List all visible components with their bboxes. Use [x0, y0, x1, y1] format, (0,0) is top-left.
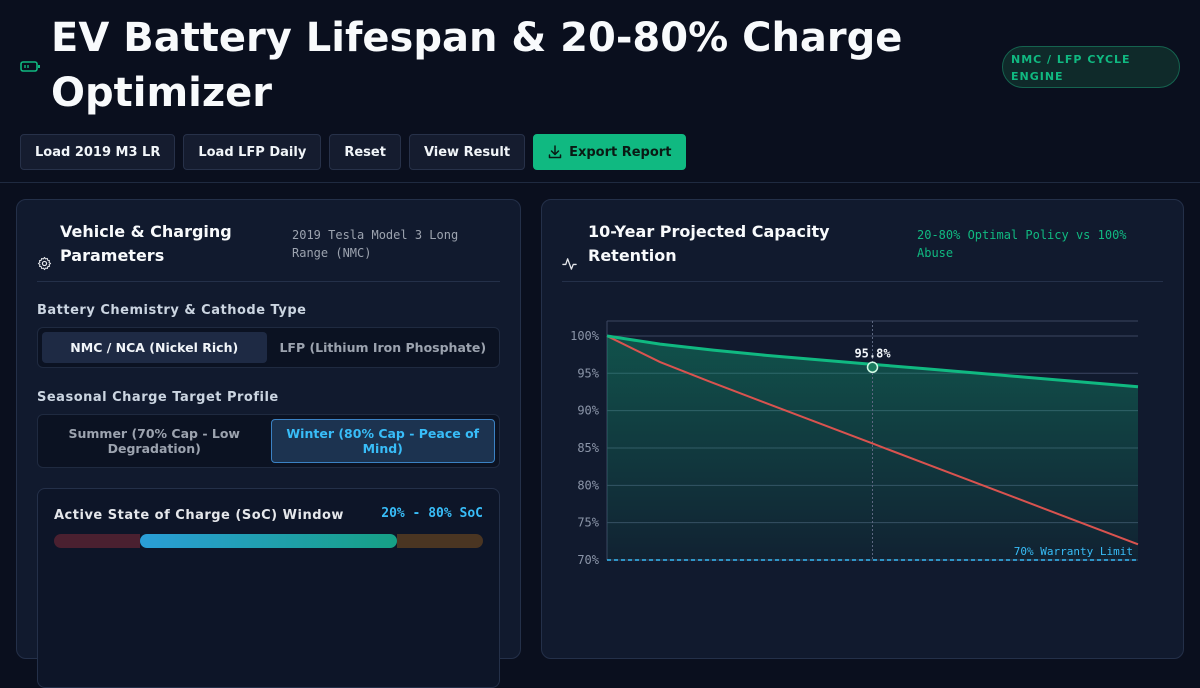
y-tick-label: 85%: [577, 441, 599, 455]
gear-icon: [37, 256, 52, 271]
warranty-limit-label: 70% Warranty Limit: [1014, 545, 1133, 558]
app-header: EV Battery Lifespan & 20-80% Charge Opti…: [0, 0, 1200, 182]
season-option-summer[interactable]: Summer (70% Cap - Low Degradation): [68, 426, 240, 456]
optimal-area: [607, 335, 1138, 560]
load-m3-button[interactable]: Load 2019 M3 LR: [20, 134, 176, 170]
export-report-button[interactable]: Export Report: [533, 134, 687, 170]
soc-window-card: Active State of Charge (SoC) Window 20% …: [37, 488, 500, 688]
toolbar: Load 2019 M3 LR Load LFP Daily Reset Vie…: [20, 134, 687, 170]
export-label: Export Report: [569, 144, 672, 160]
battery-icon: [20, 61, 40, 72]
chemistry-selector[interactable]: NMC / NCA (Nickel Rich) LFP (Lithium Iro…: [37, 327, 500, 368]
parameters-panel-header: Vehicle & Charging Parameters 2019 Tesla…: [37, 220, 500, 282]
season-selector[interactable]: Summer (70% Cap - Low Degradation) Winte…: [37, 414, 500, 468]
abuse-series-line: [606, 335, 1139, 546]
soc-low-zone: [54, 534, 140, 548]
soc-high-zone: [397, 534, 483, 548]
activity-icon: [562, 258, 577, 270]
chemistry-label: Battery Chemistry & Cathode Type: [37, 303, 307, 318]
y-tick-label: 90%: [577, 404, 599, 418]
vehicle-label: 2019 Tesla Model 3 Long Range (NMC): [292, 228, 459, 260]
soc-range-slider[interactable]: [54, 534, 483, 548]
y-tick-label: 75%: [577, 516, 599, 530]
retention-subtitle: 20-80% Optimal Policy vs 100% Abuse: [917, 228, 1127, 260]
retention-title: 10-Year Projected Capacity Retention: [588, 222, 830, 265]
header-divider: [0, 182, 1200, 183]
reset-button[interactable]: Reset: [329, 134, 401, 170]
view-result-button[interactable]: View Result: [408, 134, 526, 170]
soc-title: Active State of Charge (SoC) Window: [54, 508, 344, 523]
soc-range: 20% - 80% SoC: [381, 506, 483, 521]
chemistry-option-lfp[interactable]: LFP (Lithium Iron Phosphate): [279, 340, 487, 355]
download-icon: [548, 145, 562, 159]
highlight-label: 95.8%: [854, 346, 891, 360]
highlight-point: [866, 361, 879, 374]
retention-panel: 10-Year Projected Capacity Retention 20-…: [541, 199, 1184, 659]
soc-active-zone[interactable]: [139, 534, 398, 548]
y-tick-label: 70%: [577, 553, 599, 567]
page-title: EV Battery Lifespan & 20-80% Charge Opti…: [51, 15, 903, 116]
y-tick-label: 80%: [577, 478, 599, 492]
y-tick-label: 95%: [577, 366, 599, 380]
season-label: Seasonal Charge Target Profile: [37, 390, 279, 405]
engine-badge: NMC / LFP CYCLE ENGINE: [1002, 46, 1180, 88]
y-tick-label: 100%: [570, 329, 600, 343]
parameters-title: Vehicle & Charging Parameters: [60, 222, 232, 265]
season-option-winter[interactable]: Winter (80% Cap - Peace of Mind): [270, 419, 495, 463]
retention-panel-header: 10-Year Projected Capacity Retention 20-…: [562, 220, 1163, 282]
retention-chart: 70% 75% 80% 85% 90% 95% 100% 95.8% 70% Warranty …: [570, 320, 1139, 567]
parameters-panel: Vehicle & Charging Parameters 2019 Tesla…: [16, 199, 521, 688]
chemistry-option-nmc[interactable]: NMC / NCA (Nickel Rich): [42, 332, 267, 363]
load-lfp-button[interactable]: Load LFP Daily: [183, 134, 322, 170]
